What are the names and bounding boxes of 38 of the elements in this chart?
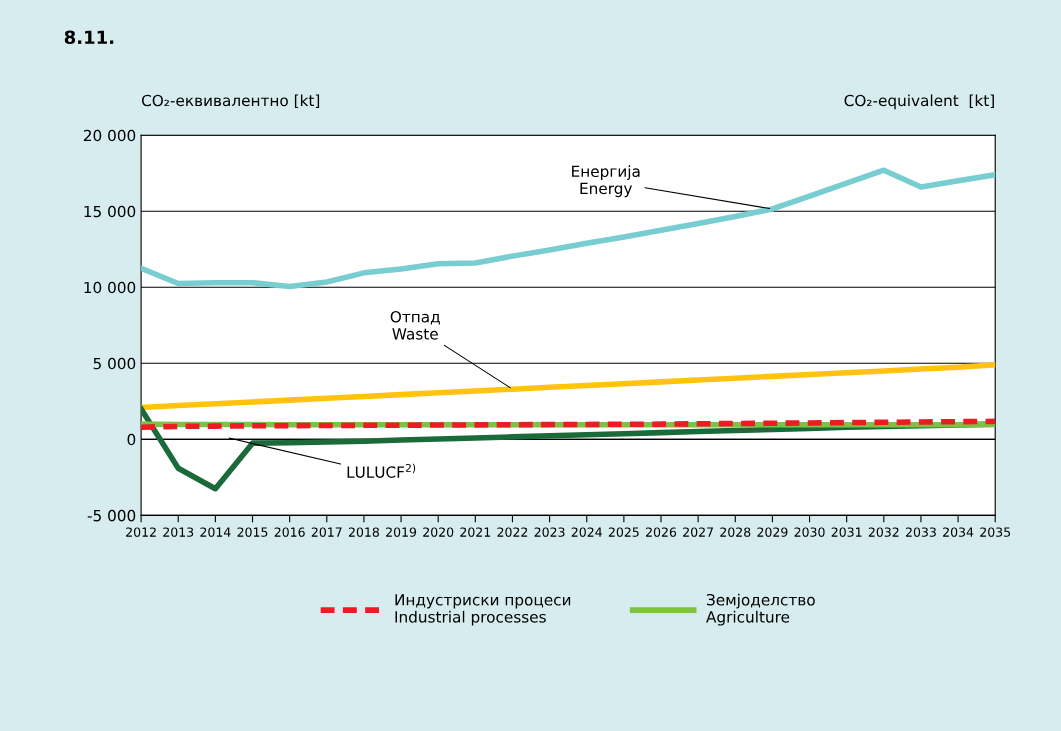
x-tick-label: 2015: [237, 527, 268, 537]
x-tick-label: 2014: [200, 527, 231, 537]
x-tick-label: 2023: [534, 527, 565, 537]
y-tick-label: 0: [127, 433, 136, 446]
x-tick-label: 2016: [274, 527, 305, 537]
legend-label: Земјоделство Agriculture: [706, 593, 815, 626]
legend-label: Индустриски процеси Industrial processes: [395, 594, 571, 626]
x-tick-label: 2022: [497, 527, 528, 537]
x-tick-label: 2013: [163, 527, 194, 537]
x-tick-label: 2020: [423, 527, 454, 537]
x-tick-label: 2012: [126, 527, 156, 537]
x-tick-label: 2027: [683, 527, 713, 537]
y-tick-label: -5 000: [87, 509, 136, 522]
x-tick-label: 2018: [348, 527, 379, 537]
chart-title: 8.11.: [64, 30, 114, 45]
y-tick-label: 10 000: [84, 281, 136, 294]
annotation: Отпад Waste: [390, 310, 440, 340]
annotation: Енергија Energy: [572, 165, 640, 198]
x-tick-label: 2028: [720, 527, 751, 537]
annotation: LULUCF$^{2)}$: [347, 463, 416, 478]
x-tick-label: 2033: [905, 527, 936, 537]
x-tick-label: 2035: [980, 527, 1011, 537]
x-tick-label: 2029: [757, 527, 788, 537]
x-tick-label: 2025: [608, 527, 639, 537]
y2-axis-title: CO₂-equivalent [kt]: [844, 94, 994, 110]
y-tick-label: 15 000: [84, 205, 136, 218]
x-tick-label: 2026: [646, 527, 677, 537]
x-tick-label: 2032: [868, 527, 899, 537]
y-tick-label: 5 000: [93, 357, 136, 370]
x-tick-label: 2019: [386, 527, 417, 537]
x-tick-label: 2021: [460, 527, 491, 537]
x-tick-label: 2031: [831, 527, 862, 537]
x-tick-label: 2017: [311, 527, 342, 537]
y-axis-title: CO₂-еквивалентно [kt]: [141, 94, 320, 109]
x-tick-label: 2034: [943, 527, 974, 537]
x-tick-label: 2030: [794, 527, 825, 537]
y-tick-label: 20 000: [83, 129, 136, 142]
x-tick-label: 2024: [571, 527, 602, 537]
